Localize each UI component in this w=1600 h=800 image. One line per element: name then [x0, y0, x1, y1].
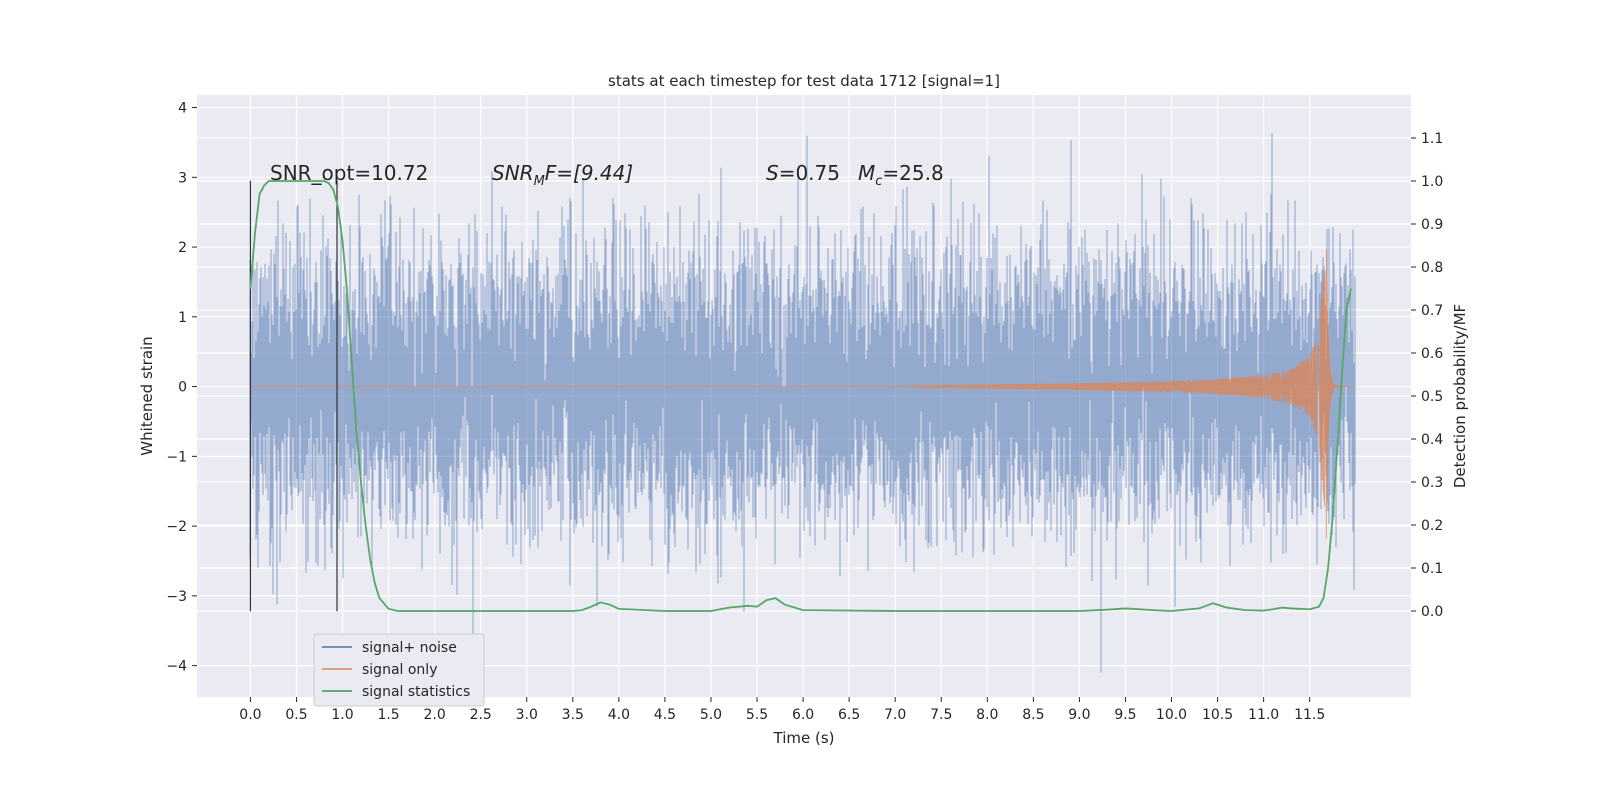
series-signal-statistics-line [249, 180, 1353, 612]
x-tick-label: 0.5 [285, 707, 307, 723]
series-layer [249, 133, 1356, 673]
x-tick-label: 5.5 [746, 707, 768, 723]
x-tick-label: 6.0 [792, 707, 814, 723]
x-tick-label: 3.5 [562, 707, 584, 723]
chart-title: stats at each timestep for test data 171… [608, 72, 1000, 90]
y-right-tick-label: 0.2 [1421, 518, 1443, 534]
y-right-tick-label: 0.8 [1421, 260, 1443, 276]
legend-item-signal-statistics: signal statistics [322, 684, 470, 700]
x-tick-label: 3.0 [516, 707, 538, 723]
y-tick-label: −1 [166, 449, 187, 465]
y-tick-label: 0 [178, 380, 187, 396]
x-tick-label: 9.0 [1068, 707, 1090, 723]
x-tick-label: 4.0 [608, 707, 630, 723]
legend: signal+ noise signal only signal statist… [313, 633, 485, 707]
x-tick-label: 7.5 [930, 707, 952, 723]
x-tick-label: 11.5 [1294, 707, 1325, 723]
annotation-mc-subscript: c [875, 174, 882, 189]
annotation-snr-mf-main: SNR [492, 161, 534, 185]
y-axis-right-label: Detection probability/MF [1451, 304, 1469, 488]
x-tick-label: 10.0 [1156, 707, 1187, 723]
annotation-mc-tail: =25.8 [882, 161, 943, 185]
x-tick-label: 4.5 [654, 707, 676, 723]
legend-label: signal+ noise [362, 640, 457, 656]
y-right-tick-label: 0.9 [1421, 217, 1443, 233]
x-tick-label: 9.5 [1114, 707, 1136, 723]
y-right-tick-label: 0.4 [1421, 432, 1443, 448]
y-tick-label: −4 [166, 659, 187, 675]
x-tick-label: 8.0 [976, 707, 998, 723]
x-tick-label: 2.5 [470, 707, 492, 723]
x-tick-label: 8.5 [1022, 707, 1044, 723]
annotation-s-main: S [766, 161, 779, 185]
x-tick-label: 7.0 [884, 707, 906, 723]
y-right-tick-label: 0.6 [1421, 346, 1443, 362]
x-tick-label: 10.5 [1202, 707, 1233, 723]
legend-item-signal-only: signal only [322, 662, 437, 678]
y-tick-label: 2 [178, 240, 187, 256]
y-right-tick-label: 1.1 [1421, 131, 1443, 147]
y-right-tick-label: 1.0 [1421, 174, 1443, 190]
x-axis-label: Time (s) [773, 729, 835, 747]
y-tick-label: 3 [178, 170, 187, 186]
y-right-tick-label: 0.3 [1421, 475, 1443, 491]
legend-item-signal-noise: signal+ noise [322, 640, 457, 656]
x-tick-label: 11.0 [1248, 707, 1279, 723]
x-tick-label: 1.0 [331, 707, 353, 723]
y-right-tick-label: 0.5 [1421, 389, 1443, 405]
y-tick-label: 4 [178, 101, 187, 117]
ticks-layer: 0.0 0.5 1.0 1.5 2.0 2.5 3.0 3.5 4.0 4.5 5.0 5.5 6.0 6… [166, 101, 1443, 723]
y-right-tick-label: 0.7 [1421, 303, 1443, 319]
legend-label: signal statistics [362, 684, 470, 700]
y-right-tick-label: 0.0 [1421, 604, 1443, 620]
y-tick-label: −2 [166, 519, 187, 535]
x-tick-label: 2.0 [424, 707, 446, 723]
annotation-s: S=0.75 [766, 161, 840, 185]
y-tick-label: −3 [166, 589, 187, 605]
series-signal-only-line [250, 249, 1355, 539]
x-tick-label: 5.0 [700, 707, 722, 723]
legend-label: signal only [362, 662, 437, 678]
annotation-mc-main: M [858, 161, 875, 185]
x-tick-label: 1.5 [377, 707, 399, 723]
legend-box [313, 633, 485, 707]
annotation-snr-mf: SNRMF=[9.44] [492, 161, 633, 189]
x-tick-label: 6.5 [838, 707, 860, 723]
annotation-snr-opt: SNR_opt=10.72 [270, 161, 428, 185]
annotation-mc: Mc=25.8 [858, 161, 944, 189]
y-axis-label: Whitened strain [138, 336, 156, 455]
y-right-tick-label: 0.1 [1421, 561, 1443, 577]
annotation-snr-mf-subscript: M [534, 174, 545, 189]
annotation-s-tail: =0.75 [779, 161, 840, 185]
y-tick-label: 1 [178, 310, 187, 326]
x-tick-label: 0.0 [239, 707, 261, 723]
annotation-snr-mf-tail: F=[9.44] [545, 161, 633, 185]
